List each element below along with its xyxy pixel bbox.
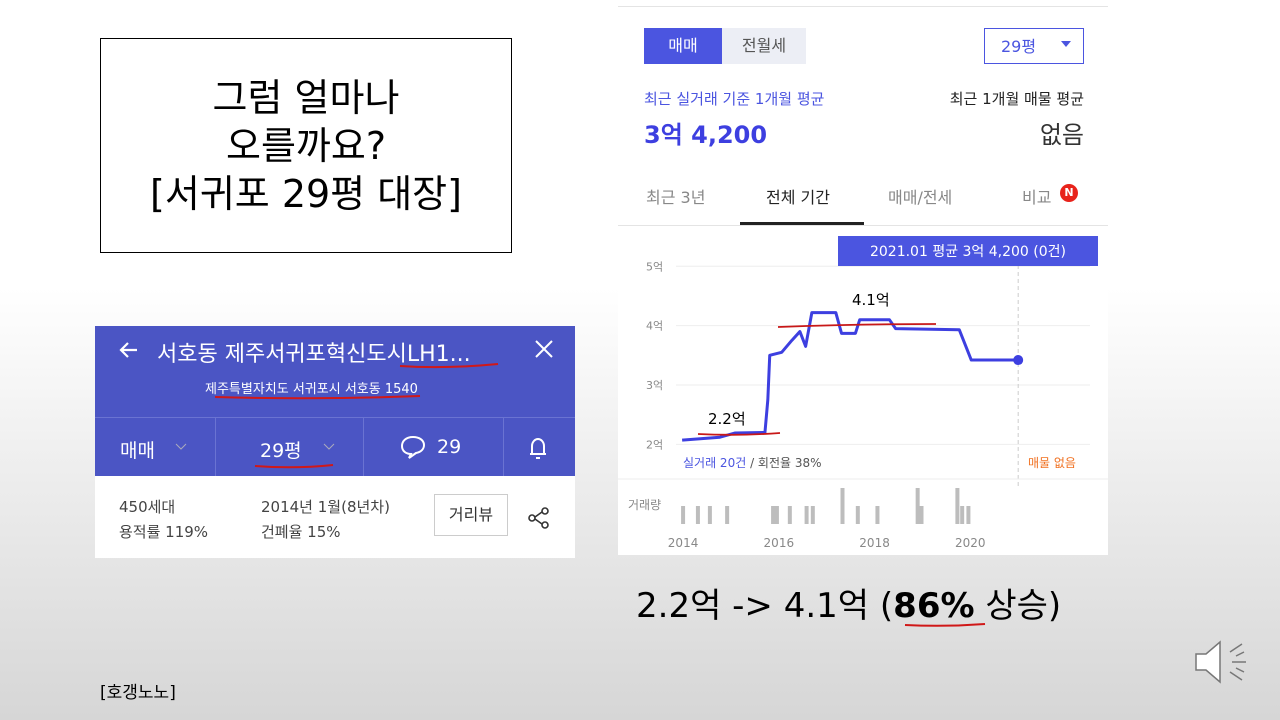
annotation: 4.1억 xyxy=(852,291,890,309)
caret xyxy=(175,443,187,450)
period-tab[interactable]: 비교 xyxy=(1022,188,1052,207)
title-line: 그럼 얼마나 xyxy=(212,75,400,120)
recent-value: 3억 4,200 xyxy=(644,121,768,149)
info: 2014년 1월(8년차) xyxy=(261,498,390,516)
tooltip: 2021.01 평균 3억 4,200 (0건) xyxy=(870,244,1066,260)
volume-bar xyxy=(804,506,809,524)
y-tick-label: 2억 xyxy=(646,438,663,451)
volume-bar xyxy=(855,506,860,524)
volume-bar xyxy=(919,506,924,524)
volume-bar xyxy=(695,506,700,524)
price-chart: 2억 3억 4억 5억 2014 2016 2018 2020 2021.01 평균 3억 4,… xyxy=(618,236,1108,550)
price-panel: 매매 전월세 29평 최근 실거래 기준 1개월 평균 3억 4,200 최근 … xyxy=(618,0,1108,555)
period-tab[interactable]: 매매/전세 xyxy=(888,188,953,207)
recent-label: 최근 실거래 기준 1개월 평균 xyxy=(644,90,825,108)
period-tab[interactable]: 최근 3년 xyxy=(646,188,706,207)
tab[interactable]: 매매 xyxy=(120,440,155,462)
summary-text: 상승) xyxy=(974,586,1062,626)
volume-bar xyxy=(681,506,686,524)
x-tick-label: 2020 xyxy=(955,536,986,550)
annotation-underline xyxy=(777,323,937,328)
tooltip-box xyxy=(838,236,1098,266)
annotation-underline xyxy=(697,432,781,436)
listing-value: 없음 xyxy=(1039,121,1084,149)
x-tick-label: 2018 xyxy=(859,536,890,550)
x-tick-label: 2014 xyxy=(668,536,699,550)
app-title: 서호동 제주서귀포혁신도시LH1... xyxy=(157,342,471,367)
y-tick-label: 4억 xyxy=(646,320,663,333)
tab[interactable]: 29평 xyxy=(260,440,302,462)
divider xyxy=(503,418,504,476)
title-box: 그럼 얼마나 오를까요? [서귀포 29평 대장] xyxy=(100,38,512,253)
last-point xyxy=(1013,355,1024,366)
comment-count: 29 xyxy=(437,436,462,458)
source: [호갱노노] xyxy=(100,683,176,703)
period-tab-active[interactable]: 전체 기간 xyxy=(766,188,830,207)
volume-bar xyxy=(840,488,845,524)
close-icon[interactable] xyxy=(533,338,555,360)
footer-listing: 매물 없음 xyxy=(1028,456,1076,470)
underline xyxy=(904,623,986,627)
title-line: [서귀포 29평 대장] xyxy=(150,171,462,216)
summary-bold: 86% xyxy=(893,586,975,626)
size-select[interactable]: 29평 xyxy=(984,28,1084,64)
title-line: 오를까요? xyxy=(225,123,386,168)
street-view-button[interactable]: 거리뷰 xyxy=(434,494,508,536)
x-tick-label: 2016 xyxy=(764,536,795,550)
volume-bar xyxy=(915,488,920,524)
app-address: 제주특별자치도 서귀포시 서호동 1540 xyxy=(205,382,418,397)
price-line xyxy=(682,311,1019,442)
underline xyxy=(254,464,334,469)
volume-bar xyxy=(787,506,792,524)
volume-bar xyxy=(774,506,779,524)
listing-label: 최근 1개월 매물 평균 xyxy=(949,90,1084,108)
caret xyxy=(1061,41,1071,47)
info: 용적률 119% xyxy=(119,523,209,541)
volume-bar xyxy=(771,506,776,524)
annotation: 2.2억 xyxy=(708,410,746,428)
info: 450세대 xyxy=(119,498,176,516)
app-screenshot: 서호동 제주서귀포혁신도시LH1... 제주특별자치도 서귀포시 서호동 154… xyxy=(95,326,575,558)
volume-bar xyxy=(966,506,971,524)
footer-deals: 실거래 20건 xyxy=(683,456,746,470)
back-icon[interactable] xyxy=(117,338,141,362)
volume-bar xyxy=(955,488,960,524)
comment-icon xyxy=(400,435,426,459)
caret xyxy=(323,443,335,450)
share-icon[interactable] xyxy=(527,506,551,530)
footer-turnover: / 회전율 38% xyxy=(746,456,821,470)
info: 건폐율 15% xyxy=(261,523,341,541)
summary-text: 2.2억 -> 4.1억 ( xyxy=(636,586,894,626)
app-tabs: 매매 29평 29 xyxy=(95,417,575,476)
divider xyxy=(363,418,364,476)
y-tick-label: 5억 xyxy=(646,260,663,273)
new-badge: N xyxy=(1060,184,1078,202)
toggle-active[interactable]: 매매 xyxy=(644,28,722,64)
y-tick-label: 3억 xyxy=(646,379,663,392)
volume-bar xyxy=(725,506,730,524)
volume-bar xyxy=(707,506,712,524)
underlines xyxy=(214,363,499,400)
app-header: 서호동 제주서귀포혁신도시LH1... 제주특별자치도 서귀포시 서호동 154… xyxy=(95,326,575,417)
volume-bar xyxy=(960,506,965,524)
speaker-icon[interactable] xyxy=(1190,630,1256,694)
toggle[interactable]: 전월세 xyxy=(722,28,806,64)
active-indicator xyxy=(740,222,864,225)
divider xyxy=(215,418,216,476)
bell-icon[interactable] xyxy=(525,434,551,462)
summary: 2.2억 -> 4.1억 (86% 상승) xyxy=(636,578,1061,627)
volume-bar xyxy=(810,506,815,524)
chart-footer: 실거래 20건 / 회전율 38% xyxy=(683,456,822,470)
volume-label: 거래량 xyxy=(628,498,661,512)
divider xyxy=(618,6,1108,7)
divider xyxy=(618,225,1108,226)
volume-bar xyxy=(875,506,880,524)
